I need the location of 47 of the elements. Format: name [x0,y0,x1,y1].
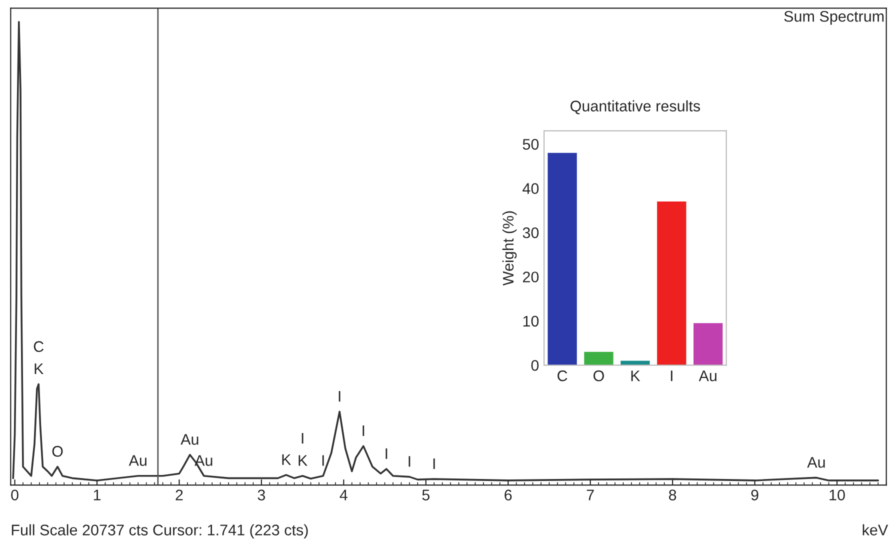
x-tick-label: 8 [668,490,676,500]
bar [584,352,614,366]
annotation: Au [807,457,825,468]
annotation: K [298,455,308,466]
y-tick-label: 30 [522,227,539,238]
annotation: I [433,458,435,469]
x-tick-label: C [558,370,568,382]
x-tick-label: I [670,370,672,382]
x-tick-label: 9 [751,490,758,500]
annotation: I [362,425,364,436]
bar [620,360,650,366]
x-tick-label: 5 [422,490,430,500]
bar [548,152,577,366]
x-tick-label: 7 [586,490,594,500]
annotation: Au [194,455,212,466]
x-tick-label: 6 [504,490,512,500]
x-tick-label: 1 [94,490,101,500]
annotation: I [408,456,410,467]
y-tick-label: 50 [522,138,539,150]
y-tick-label: 20 [522,272,539,282]
annotation: K [282,454,292,465]
text: Full Scale 20737 cts Cursor: 1.741 (223 cts) [12,524,308,538]
x-tick-label: O [594,370,604,382]
x-tick-label: 4 [340,490,348,500]
annotation: I [302,433,304,444]
x-tick-label: 3 [258,490,266,500]
bar [694,323,723,366]
annotation: C [34,341,44,352]
chart-title: Quantitative results [570,100,700,114]
x-axis-title: keV [862,524,888,536]
y-tick-label: 40 [522,183,539,194]
x-tick-label: 10 [830,490,845,500]
annotation: O [52,446,63,457]
x-tick-label: 0 [11,490,18,500]
x-tick-label: 2 [176,490,183,500]
y-axis-title: Weight (%) [502,211,517,286]
x-tick-label: K [631,370,640,382]
bar [657,202,686,366]
y-tick-label: 10 [523,316,539,327]
annotation: I [322,455,324,466]
annotation: Au [180,434,198,445]
annotation: Au [128,455,146,466]
annotation: I [386,448,388,459]
y-tick-label: 0 [531,360,539,371]
annotation: I [338,391,340,402]
x-tick-label: Au [698,370,716,382]
annotation: Sum Spectrum [784,10,884,25]
